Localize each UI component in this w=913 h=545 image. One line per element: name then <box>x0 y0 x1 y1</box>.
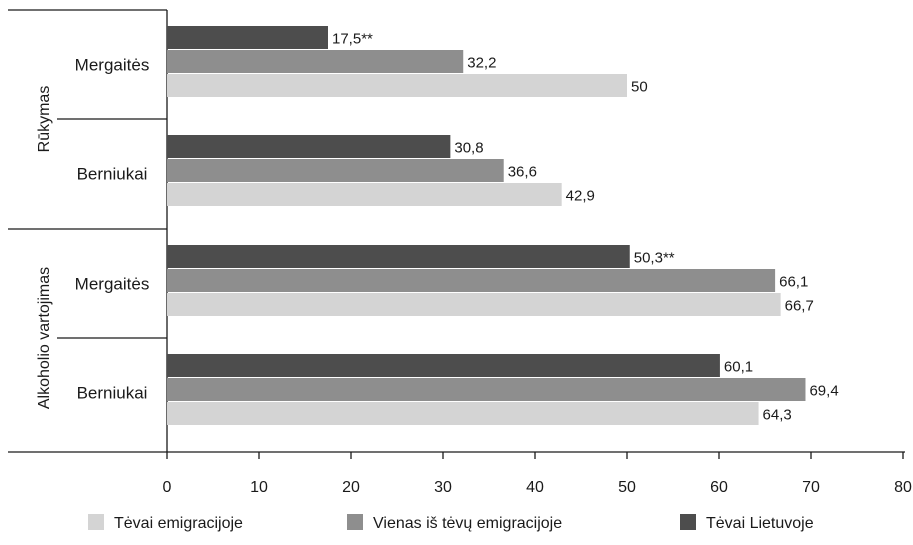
data-label: 17,5** <box>332 31 373 48</box>
bar <box>167 293 781 316</box>
x-tick-label: 0 <box>163 479 172 496</box>
data-label: 60,1 <box>724 359 753 376</box>
bar <box>167 402 759 425</box>
bar <box>167 269 776 292</box>
bar <box>167 183 562 206</box>
data-label: 69,4 <box>809 383 838 400</box>
data-label: 36,6 <box>508 164 537 181</box>
legend-swatch <box>88 514 104 530</box>
legend-swatch <box>680 514 696 530</box>
x-tick-label: 50 <box>618 479 636 496</box>
group-label: Alkoholio vartojimas <box>36 267 53 409</box>
bar <box>167 135 451 158</box>
legend-label: Tėvai Lietuvoje <box>706 515 814 532</box>
x-tick-label: 70 <box>802 479 820 496</box>
legend-label: Tėvai emigracijoje <box>114 515 243 532</box>
legend-swatch <box>347 514 363 530</box>
x-tick-label: 30 <box>434 479 452 496</box>
bar <box>167 159 504 182</box>
category-label: Berniukai <box>77 165 148 184</box>
data-label: 42,9 <box>566 188 595 205</box>
x-tick-label: 40 <box>526 479 544 496</box>
bar <box>167 74 627 97</box>
chart-labels: Rūkymas Mergaitės 17,5** 32,2 50 Berniukai 30,… <box>36 31 838 424</box>
data-label: 50 <box>631 79 648 96</box>
category-label: Berniukai <box>77 384 148 403</box>
bar <box>167 50 464 73</box>
data-label: 66,1 <box>779 274 808 291</box>
data-label: 30,8 <box>454 140 483 157</box>
bar <box>167 378 806 401</box>
bar <box>167 26 328 49</box>
group-label: Rūkymas <box>36 86 53 153</box>
x-axis-ticks: 0 10 20 30 40 50 60 70 80 <box>163 452 912 496</box>
data-label: 66,7 <box>785 298 814 315</box>
x-tick-label: 10 <box>250 479 268 496</box>
category-label: Mergaitės <box>75 56 150 75</box>
x-tick-label: 80 <box>894 479 912 496</box>
data-label: 50,3** <box>634 250 675 267</box>
x-tick-label: 20 <box>342 479 360 496</box>
category-label: Mergaitės <box>75 275 150 294</box>
chart-legend: Tėvai emigracijoje Vienas iš tėvų emigrac… <box>88 514 814 532</box>
data-label: 64,3 <box>763 407 792 424</box>
chart-bars <box>167 26 806 425</box>
legend-label: Vienas iš tėvų emigracijoje <box>373 515 562 532</box>
bar <box>167 245 630 268</box>
x-tick-label: 60 <box>710 479 728 496</box>
bar <box>167 354 720 377</box>
data-label: 32,2 <box>467 55 496 72</box>
